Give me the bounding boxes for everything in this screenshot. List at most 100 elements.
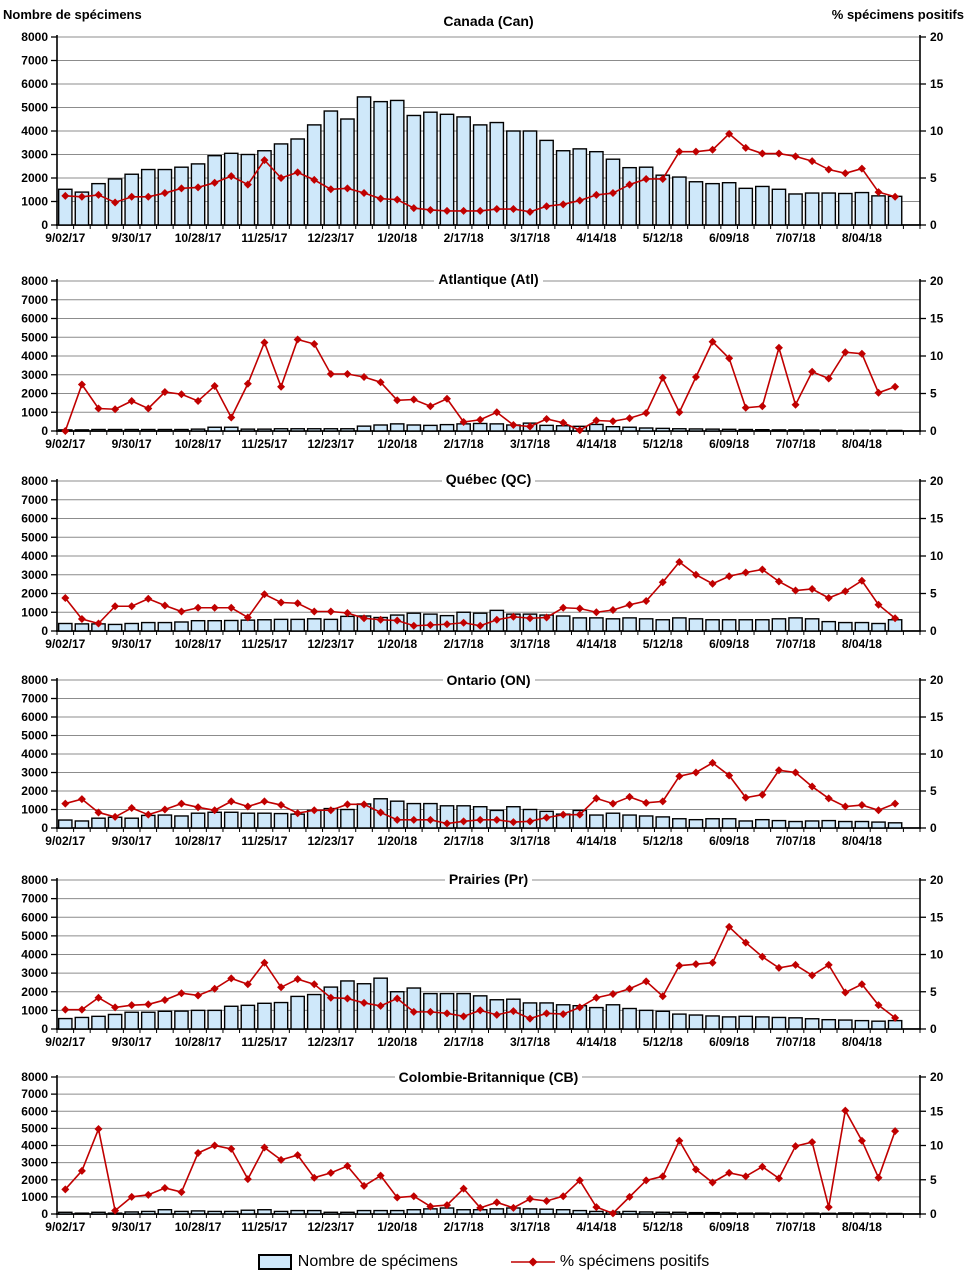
svg-text:20: 20 (930, 873, 944, 887)
svg-text:2/17/18: 2/17/18 (444, 834, 484, 848)
svg-text:9/02/17: 9/02/17 (45, 1220, 85, 1234)
svg-text:1/20/18: 1/20/18 (377, 834, 417, 848)
svg-text:8/04/18: 8/04/18 (842, 637, 882, 651)
svg-text:8000: 8000 (21, 1070, 48, 1084)
chart-canvas: 0 1000 2000 3000 4000 5000 6000 7000 8000 0 5 10 15 2… (21, 1070, 944, 1234)
line-series-legend-label: % spécimens positifs (559, 1253, 710, 1270)
svg-text:1/20/18: 1/20/18 (377, 1220, 417, 1234)
svg-text:9/30/17: 9/30/17 (112, 1035, 152, 1049)
svg-text:8/04/18: 8/04/18 (842, 1220, 882, 1234)
svg-text:0: 0 (41, 1022, 48, 1036)
svg-text:0: 0 (41, 424, 48, 438)
svg-text:1000: 1000 (21, 1190, 48, 1204)
svg-text:3/17/18: 3/17/18 (510, 637, 550, 651)
svg-text:10: 10 (930, 124, 944, 138)
svg-text:12/23/17: 12/23/17 (307, 437, 354, 451)
svg-text:6000: 6000 (21, 312, 48, 326)
svg-text:4000: 4000 (21, 549, 48, 563)
svg-text:3/17/18: 3/17/18 (510, 1035, 550, 1049)
svg-text:7/07/18: 7/07/18 (776, 231, 816, 245)
svg-text:8/04/18: 8/04/18 (842, 437, 882, 451)
svg-text:12/23/17: 12/23/17 (307, 834, 354, 848)
svg-text:9/30/17: 9/30/17 (112, 834, 152, 848)
svg-text:4000: 4000 (21, 349, 48, 363)
svg-text:9/30/17: 9/30/17 (112, 437, 152, 451)
svg-text:8000: 8000 (21, 30, 48, 44)
chart-panel-prairies: Prairies (Pr) 0 1000 2000 3000 4000 5000 6000 7… (0, 867, 967, 1062)
line-series-marker-icon (510, 1256, 556, 1268)
svg-text:6000: 6000 (21, 710, 48, 724)
svg-text:9/02/17: 9/02/17 (45, 437, 85, 451)
chart-canvas: 0 1000 2000 3000 4000 5000 6000 7000 8000 0 5 10 15 2… (21, 474, 944, 651)
chart-panel-quebec: Québec (QC) 0 1000 2000 3000 4000 5000 6000 700… (0, 462, 967, 665)
bar-series-legend-label: Nombre de spécimens (297, 1253, 458, 1270)
svg-text:1/20/18: 1/20/18 (377, 437, 417, 451)
svg-text:10/28/17: 10/28/17 (175, 834, 222, 848)
svg-text:1000: 1000 (21, 1003, 48, 1017)
svg-text:15: 15 (930, 312, 944, 326)
svg-text:4/14/18: 4/14/18 (576, 231, 616, 245)
svg-text:5: 5 (930, 387, 937, 401)
svg-text:4/14/18: 4/14/18 (576, 1035, 616, 1049)
svg-text:6/09/18: 6/09/18 (709, 437, 749, 451)
svg-text:9/30/17: 9/30/17 (112, 231, 152, 245)
svg-text:10: 10 (930, 1139, 944, 1153)
svg-text:4000: 4000 (21, 747, 48, 761)
svg-text:15: 15 (930, 512, 944, 526)
chart-canvas: 0 1000 2000 3000 4000 5000 6000 7000 8000 0 5 10 15 2… (21, 30, 944, 245)
chart-panel-colombie-britannique: Colombie-Britannique (CB) 0 1000 2000 3000 4… (0, 1062, 967, 1240)
svg-text:7/07/18: 7/07/18 (776, 1035, 816, 1049)
svg-text:2000: 2000 (21, 784, 48, 798)
svg-text:2000: 2000 (21, 1173, 48, 1187)
svg-text:20: 20 (930, 474, 944, 488)
svg-text:0: 0 (930, 1207, 937, 1221)
svg-text:1/20/18: 1/20/18 (377, 231, 417, 245)
svg-text:0: 0 (930, 218, 937, 232)
svg-text:3000: 3000 (21, 1156, 48, 1170)
svg-text:12/23/17: 12/23/17 (307, 1035, 354, 1049)
svg-text:5000: 5000 (21, 1121, 48, 1135)
svg-text:11/25/17: 11/25/17 (241, 637, 287, 651)
svg-text:15: 15 (930, 910, 944, 924)
svg-text:5000: 5000 (21, 530, 48, 544)
svg-text:9/02/17: 9/02/17 (45, 637, 85, 651)
svg-text:7000: 7000 (21, 293, 48, 307)
svg-text:8000: 8000 (21, 274, 48, 288)
svg-text:2000: 2000 (21, 171, 48, 185)
svg-text:9/30/17: 9/30/17 (112, 1220, 152, 1234)
svg-text:2/17/18: 2/17/18 (444, 1220, 484, 1234)
svg-text:20: 20 (930, 1070, 944, 1084)
chart-canvas: 0 1000 2000 3000 4000 5000 6000 7000 8000 0 5 10 15 2… (21, 673, 944, 848)
svg-text:10: 10 (930, 948, 944, 962)
svg-text:4000: 4000 (21, 124, 48, 138)
chart-panel-canada: Nombre de spécimens % spécimens positifs… (0, 0, 967, 262)
svg-text:9/02/17: 9/02/17 (45, 1035, 85, 1049)
chart-canvas: 0 1000 2000 3000 4000 5000 6000 7000 8000 0 5 10 15 2… (21, 873, 944, 1049)
svg-text:6000: 6000 (21, 1104, 48, 1118)
svg-text:4000: 4000 (21, 1139, 48, 1153)
svg-text:5000: 5000 (21, 101, 48, 115)
svg-text:4/14/18: 4/14/18 (576, 637, 616, 651)
svg-text:11/25/17: 11/25/17 (241, 1035, 287, 1049)
svg-text:5: 5 (930, 985, 937, 999)
svg-text:6/09/18: 6/09/18 (709, 637, 749, 651)
svg-text:3000: 3000 (21, 568, 48, 582)
svg-text:6/09/18: 6/09/18 (709, 231, 749, 245)
svg-text:7000: 7000 (21, 692, 48, 706)
svg-text:0: 0 (930, 1022, 937, 1036)
svg-text:9/02/17: 9/02/17 (45, 834, 85, 848)
svg-text:5000: 5000 (21, 729, 48, 743)
svg-text:4/14/18: 4/14/18 (576, 437, 616, 451)
svg-text:5: 5 (930, 171, 937, 185)
svg-text:15: 15 (930, 710, 944, 724)
svg-text:0: 0 (930, 624, 937, 638)
svg-text:0: 0 (41, 821, 48, 835)
svg-text:0: 0 (41, 1207, 48, 1221)
svg-text:2000: 2000 (21, 985, 48, 999)
svg-text:6000: 6000 (21, 77, 48, 91)
svg-text:9/30/17: 9/30/17 (112, 637, 152, 651)
svg-text:5/12/18: 5/12/18 (643, 1035, 683, 1049)
svg-text:3/17/18: 3/17/18 (510, 834, 550, 848)
svg-text:8000: 8000 (21, 873, 48, 887)
